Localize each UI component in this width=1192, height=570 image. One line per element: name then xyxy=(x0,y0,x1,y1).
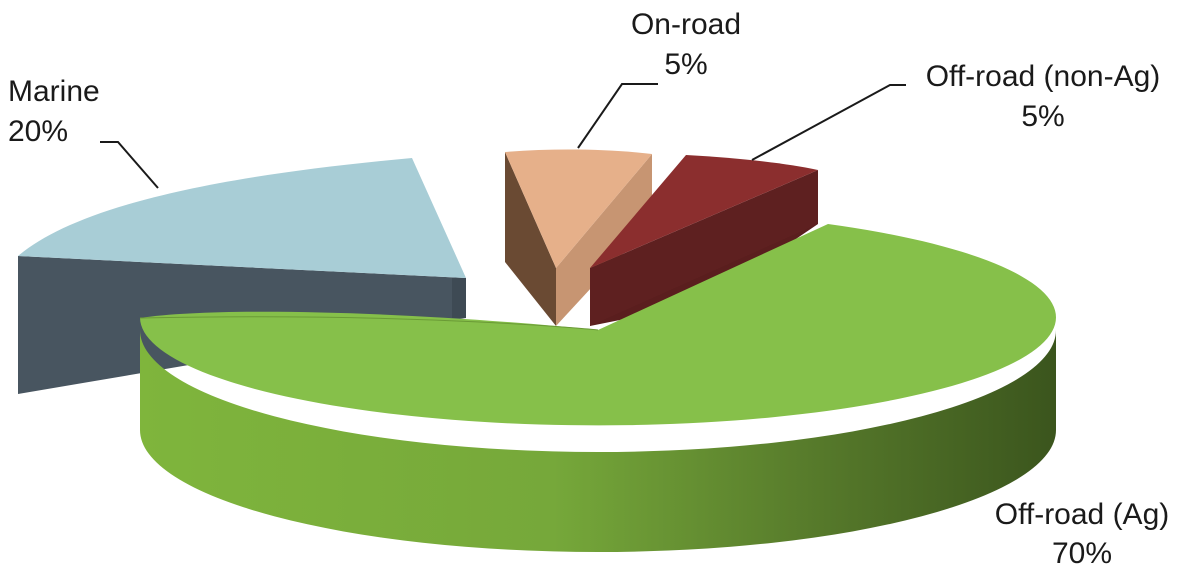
slice-marine-side-right xyxy=(452,278,466,318)
label-on-road-name: On-road xyxy=(631,8,741,41)
slice-off-road-non-ag-side xyxy=(590,170,818,326)
label-off-road-non-ag-name: Off-road (non-Ag) xyxy=(926,60,1161,93)
label-marine-value: 20% xyxy=(8,115,68,148)
slice-off-road-ag-side xyxy=(140,330,1056,552)
slice-on-road xyxy=(505,149,652,326)
slice-off-road-ag-top xyxy=(140,224,1056,426)
label-off-road-non-ag-value: 5% xyxy=(1021,100,1064,133)
label-marine-name: Marine xyxy=(8,75,100,108)
slice-on-road-side-right xyxy=(556,154,652,326)
slice-off-road-non-ag-top xyxy=(590,155,818,268)
slice-marine-top xyxy=(18,158,466,278)
label-off-road-ag-name: Off-road (Ag) xyxy=(995,498,1170,531)
leader-line-marine xyxy=(100,141,159,189)
slice-off-road-ag-top-edge xyxy=(139,316,599,331)
slice-off-road-non-ag xyxy=(590,155,818,326)
leader-line-on-road xyxy=(577,83,658,149)
slice-off-road-ag xyxy=(139,224,1056,552)
label-on-road-value: 5% xyxy=(664,48,707,81)
slice-on-road-side-left xyxy=(505,152,556,326)
slice-on-road-top xyxy=(505,149,652,268)
leader-line-off-road-non-ag xyxy=(751,84,906,161)
label-off-road-ag-value: 70% xyxy=(1052,537,1112,570)
